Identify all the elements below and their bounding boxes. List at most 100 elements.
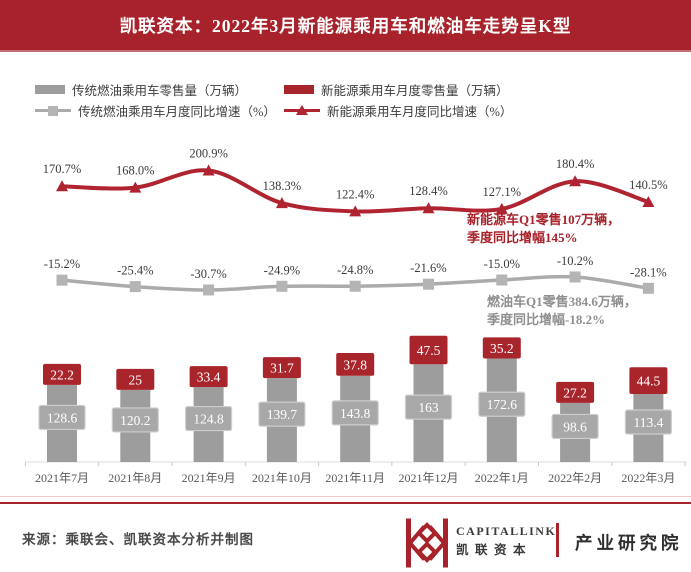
nev-yoy-label: 168.0% xyxy=(116,164,155,178)
legend-label: 新能源乘用车月度同比增速（%） xyxy=(327,104,513,119)
nev-bar xyxy=(116,368,155,390)
logo-wordmark-cn: 凯联资本 xyxy=(456,543,533,557)
org-name: 产业研究院 xyxy=(575,533,683,553)
nev-yoy-marker xyxy=(569,175,582,187)
x-axis-label: 2022年3月 xyxy=(621,471,675,485)
nev-yoy-marker xyxy=(495,202,508,214)
x-axis-label: 2021年12月 xyxy=(398,471,458,485)
nev-yoy-label: 180.4% xyxy=(556,157,595,171)
fuel-bar-value-badge xyxy=(258,401,306,427)
fuel-annotation-line2: 季度同比增幅-18.2% xyxy=(487,311,606,327)
nev-bar xyxy=(482,337,521,359)
x-axis-label: 2021年10月 xyxy=(252,471,312,485)
nev-bar-value: 44.5 xyxy=(637,374,661,389)
logo-divider-bar xyxy=(556,523,559,557)
gray-line-swatch-icon xyxy=(35,104,71,116)
fuel-yoy-marker xyxy=(276,280,288,292)
nev-yoy-marker xyxy=(349,205,362,217)
fuel-bar-value: 172.6 xyxy=(487,397,518,412)
nev-yoy-marker xyxy=(202,164,215,176)
fuel-yoy-marker xyxy=(642,282,654,294)
fuel-bar-value-badge xyxy=(404,394,453,420)
fuel-bar-value-badge xyxy=(624,409,673,435)
fuel-bar-value: 163 xyxy=(418,400,439,415)
nev-bar xyxy=(409,335,448,365)
nev-yoy-marker xyxy=(129,181,142,193)
fuel-bar-value-badge xyxy=(38,404,86,431)
fuel-yoy-label: -15.0% xyxy=(484,257,520,271)
nev-bar-value: 33.4 xyxy=(197,370,221,385)
legend-item-fuel-volume: 传统燃油乘用车零售量（万辆） xyxy=(35,82,248,98)
fuel-bar-value-badge xyxy=(478,391,526,417)
nev-bar xyxy=(556,381,595,403)
red-line-swatch-icon xyxy=(284,104,320,116)
fuel-bar-value: 98.6 xyxy=(563,419,587,434)
nev-yoy-label: 140.5% xyxy=(629,178,668,192)
fuel-yoy-marker xyxy=(56,274,68,286)
combo-chart: 22.2 128.6 2021年7月 25 120.2 2021年8月 33.4 124.8 2… xyxy=(24,147,687,485)
fuel-annotation: 燃油车Q1零售384.6万辆， 季度同比增幅-18.2% xyxy=(487,293,637,328)
source-note: 来源：乘联会、凯联资本分析并制图 xyxy=(22,532,254,547)
nev-bar-value: 27.2 xyxy=(563,385,587,400)
nev-bar-value: 35.2 xyxy=(490,341,514,356)
nev-yoy-marker xyxy=(56,180,68,192)
legend-label: 传统燃油乘用车月度同比增速（%） xyxy=(78,104,276,119)
legend-label: 新能源乘用车月度零售量（万辆） xyxy=(321,83,509,98)
fuel-yoy-label: -24.9% xyxy=(264,263,300,277)
fuel-yoy-marker xyxy=(349,280,361,292)
nev-bar-value: 22.2 xyxy=(50,367,74,382)
fuel-yoy-marker xyxy=(496,274,508,286)
fuel-yoy-label: -21.6% xyxy=(410,261,446,275)
fuel-yoy-label: -24.8% xyxy=(337,263,373,277)
nev-bar xyxy=(262,357,301,379)
x-axis-label: 2022年2月 xyxy=(548,471,602,485)
nev-yoy-label: 170.7% xyxy=(43,162,82,176)
fuel-bar-value: 143.8 xyxy=(340,406,371,421)
fuel-yoy-marker xyxy=(569,271,581,283)
title-bar: 凯联资本：2022年3月新能源乘用车和燃油车走势呈K型 xyxy=(0,0,691,52)
fuel-yoy-marker xyxy=(129,281,141,293)
logo-wordmark-en: CAPITALLINK xyxy=(456,524,557,538)
nev-bar-value: 31.7 xyxy=(270,361,294,376)
fuel-yoy-label: -30.7% xyxy=(190,267,226,281)
legend-item-fuel-yoy: 传统燃油乘用车月度同比增速（%） xyxy=(35,103,276,119)
page-title: 凯联资本：2022年3月新能源乘用车和燃油车走势呈K型 xyxy=(119,16,572,36)
fuel-bar-value: 120.2 xyxy=(120,413,150,428)
nev-yoy-label: 127.1% xyxy=(483,185,522,199)
fuel-bar-value-badge xyxy=(551,413,599,440)
fuel-bar-value-badge xyxy=(111,407,159,433)
fuel-bar-value-badge xyxy=(331,400,379,426)
fuel-yoy-label: -15.2% xyxy=(44,257,80,271)
nev-bar xyxy=(629,367,668,394)
fuel-bar-value: 128.6 xyxy=(47,410,78,425)
divider-line-light xyxy=(0,496,691,497)
nev-yoy-marker xyxy=(422,202,435,214)
x-axis-label: 2021年11月 xyxy=(325,471,385,485)
nev-bar xyxy=(336,353,375,376)
legend-item-nev-volume: 新能源乘用车月度零售量（万辆） xyxy=(284,82,509,98)
fuel-yoy-label: -28.1% xyxy=(630,265,666,279)
nev-yoy-label: 122.4% xyxy=(336,187,375,201)
nev-bar-value: 25 xyxy=(129,372,143,387)
nev-bar-value: 47.5 xyxy=(417,343,441,358)
nev-bar xyxy=(189,366,228,388)
fuel-yoy-marker xyxy=(203,284,215,296)
nev-bar xyxy=(43,363,81,385)
capitallink-logo-icon xyxy=(406,518,448,568)
legend-item-nev-yoy: 新能源乘用车月度同比增速（%） xyxy=(284,103,513,119)
nev-annotation: 新能源车Q1零售107万辆， 季度同比增幅145% xyxy=(467,211,620,246)
nev-annotation-line1: 新能源车Q1零售107万辆， xyxy=(467,212,621,227)
nev-annotation-line2: 季度同比增幅145% xyxy=(467,229,578,245)
x-axis-label: 2021年7月 xyxy=(35,471,89,485)
fuel-yoy-label: -25.4% xyxy=(117,264,153,278)
fuel-bar-value: 139.7 xyxy=(267,407,298,422)
fuel-yoy-label: -10.2% xyxy=(557,254,593,268)
legend-label: 传统燃油乘用车零售量（万辆） xyxy=(72,83,248,98)
nev-yoy-marker xyxy=(642,195,655,207)
nev-yoy-label: 138.3% xyxy=(263,179,302,193)
nev-yoy-label: 128.4% xyxy=(409,184,448,198)
fuel-bar-value-badge xyxy=(185,405,233,432)
gray-bar-swatch-icon xyxy=(35,84,65,94)
x-axis-label: 2021年9月 xyxy=(182,471,236,485)
